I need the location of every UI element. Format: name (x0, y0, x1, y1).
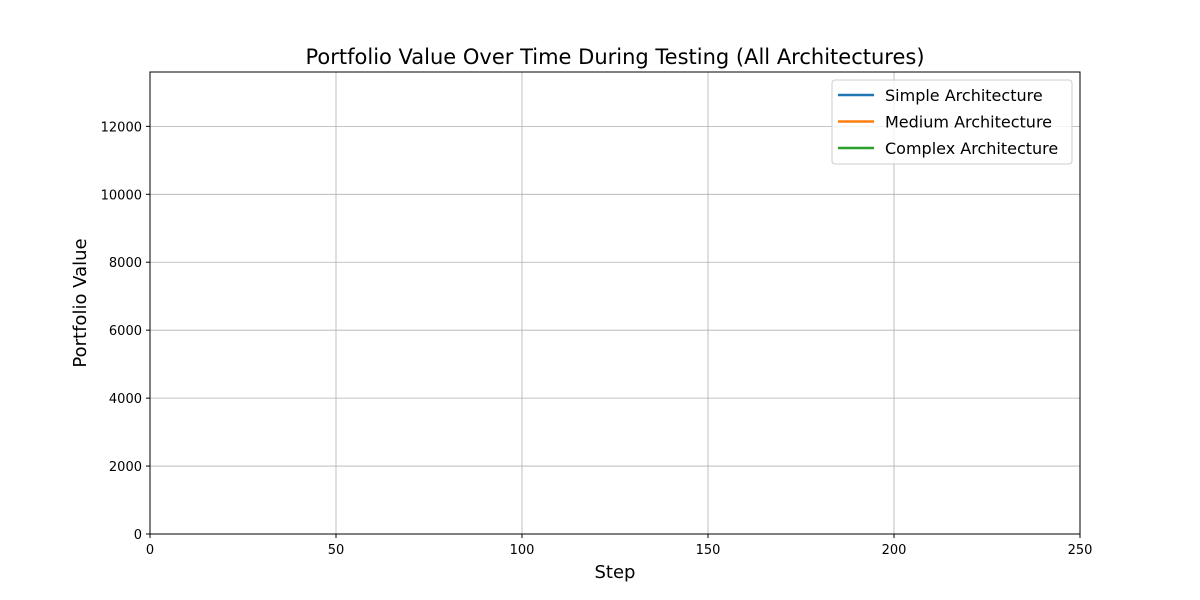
legend: Simple Architecture Medium Architecture Co… (831, 79, 1073, 165)
legend-label: Simple Architecture (885, 86, 1043, 105)
x-axis-title: Step (595, 562, 636, 583)
x-tick-label: 100 (510, 543, 535, 558)
y-tick-label: 4000 (109, 392, 142, 407)
y-tick-label: 2000 (109, 460, 142, 475)
axis-ticks: 0 50 100 150 200 250 0 2000 4000 6000 8000 10000 120… (101, 120, 1093, 558)
legend-label: Complex Architecture (885, 139, 1058, 158)
y-tick-label: 6000 (109, 324, 142, 339)
legend-box (831, 79, 1073, 165)
y-tick-label: 10000 (101, 188, 142, 203)
x-tick-label: 0 (146, 543, 154, 558)
x-tick-label: 250 (1068, 543, 1093, 558)
legend-label: Medium Architecture (885, 113, 1052, 132)
y-tick-label: 12000 (101, 120, 142, 135)
plot-area (149, 71, 1081, 535)
x-tick-label: 150 (696, 543, 721, 558)
y-axis-title: Portfolio Value (70, 238, 91, 367)
chart-title: Portfolio Value Over Time During Testing… (305, 45, 924, 69)
x-tick-label: 200 (882, 543, 907, 558)
y-tick-label: 8000 (109, 256, 142, 271)
y-tick-label: 0 (134, 528, 142, 543)
x-tick-label: 50 (328, 543, 345, 558)
